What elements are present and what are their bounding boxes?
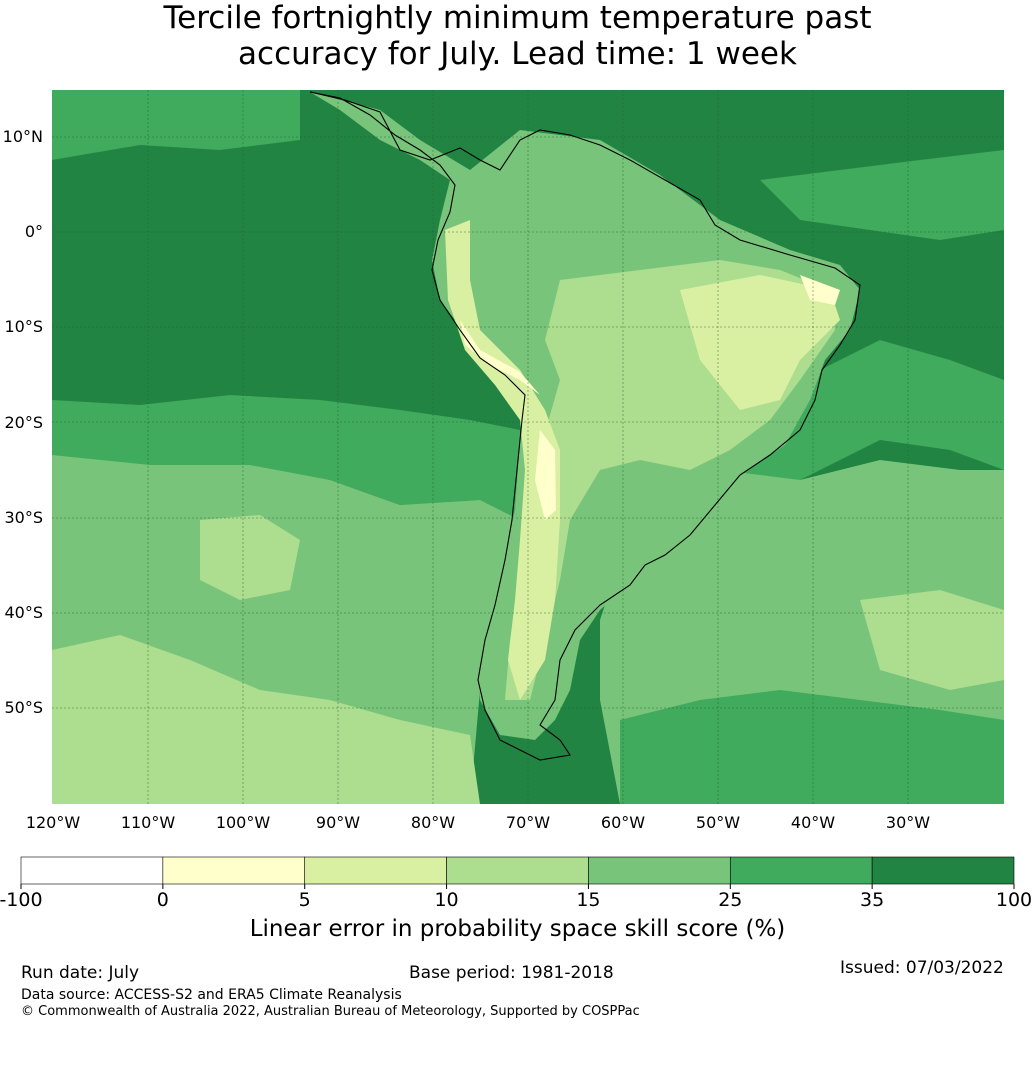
colorbar-tick-label: 25 [718,889,742,911]
lat-label: 50°S [4,698,43,717]
brazil-band-5-10 [680,275,840,410]
atlantic-band-25-35 [720,340,1004,490]
south-atlantic-band-10-15 [860,590,1004,690]
longitude-labels: 120°W 110°W 100°W 90°W 80°W 70°W 60°W 50… [26,813,930,832]
colorbar-label: Linear error in probability space skill … [249,916,786,942]
coastline [309,91,861,761]
colorbar-segment [729,856,873,885]
lat-label: 0° [25,222,43,241]
copyright: © Commonwealth of Australia 2022, Austra… [21,1004,640,1019]
base-period: Base period: 1981-2018 [409,963,614,983]
lon-label: 100°W [216,813,271,832]
colorbar-segment [871,856,1015,885]
skill-field [52,90,1004,804]
brazil-band-0-5 [800,275,840,305]
lon-label: 50°W [696,813,740,832]
lon-label: 40°W [791,813,835,832]
colorbar-segment [304,856,447,885]
issued-date: Issued: 07/03/2022 [840,958,1004,978]
title-line-2: accuracy for July. Lead time: 1 week [238,36,797,72]
colorbar-tick-label: 0 [157,889,169,911]
colorbar-tick-label: 15 [576,889,600,911]
lon-label: 60°W [601,813,645,832]
lat-label: 10°S [4,317,43,336]
colorbar-segment [588,856,731,885]
colorbar-tick-label: -100 [0,889,43,911]
andes-band-0-5 [460,320,540,395]
latitude-labels: 10°N 0° 10°S 20°S 30°S 40°S 50°S [3,127,43,717]
north-pacific-band-25-35 [52,90,300,160]
colorbar-tick-label: 100 [996,889,1032,911]
colorbar-segment [162,856,306,885]
andes-band-5-10 [445,220,560,700]
colorbar-tick-label: 10 [434,889,458,911]
lat-label: 40°S [4,603,43,622]
colorbar-tick-label: 35 [860,889,884,911]
colorbar-tick-label: 5 [299,889,311,911]
colorbar-segment [446,856,589,885]
lat-label: 20°S [4,413,43,432]
south-pacific-band-10-15 [52,635,480,804]
south-pacific-band-10-15-b [200,515,300,600]
lon-label: 70°W [506,813,550,832]
chart-title: Tercile fortnightly minimum temperature … [0,0,1035,72]
lon-label: 80°W [411,813,455,832]
andes-band-0-5-south [535,430,556,520]
run-date: Run date: July [21,963,140,983]
lat-label: 10°N [3,127,43,146]
lon-label: 90°W [316,813,360,832]
title-line-1: Tercile fortnightly minimum temperature … [163,0,872,36]
graticule [52,90,1004,804]
lon-label: 120°W [26,813,81,832]
colorbar-segment [20,856,164,885]
colorbar: -100 0 5 10 15 25 35 100 [0,856,1032,911]
south-pacific-band-25-35 [52,395,520,520]
lon-label: 30°W [886,813,930,832]
lat-label: 30°S [4,508,43,527]
north-atlantic-band-25-35 [760,150,1004,240]
lon-label: 110°W [121,813,176,832]
data-source: Data source: ACCESS-S2 and ERA5 Climate … [21,987,402,1003]
